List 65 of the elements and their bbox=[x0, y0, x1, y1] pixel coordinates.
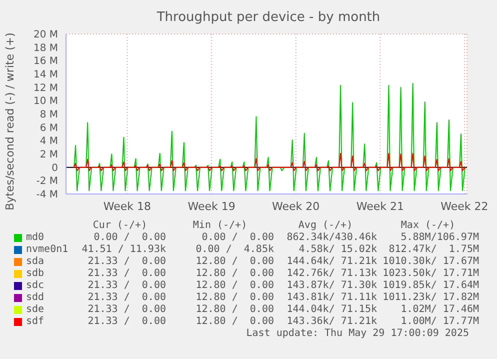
text: 12.80 / 0.00 bbox=[194, 268, 274, 280]
y-tick-label: 14 M bbox=[33, 70, 58, 81]
text: 12.80 / 0.00 bbox=[194, 292, 274, 304]
text: 1010.30k/ 17.67M bbox=[382, 256, 479, 268]
text: 142.76k/ 71.13k bbox=[286, 268, 377, 280]
text: 21.33 / 0.00 bbox=[86, 304, 166, 316]
text: Min (-/+) bbox=[192, 220, 248, 232]
legend-label: sdf bbox=[26, 316, 46, 328]
text: 21.33 / 0.00 bbox=[86, 316, 166, 328]
text: 21.33 / 0.00 bbox=[86, 280, 166, 292]
text: 812.47k/ 1.75M bbox=[388, 244, 479, 256]
text: 41.51 / 11.93k bbox=[80, 244, 166, 256]
legend-label: sdd bbox=[26, 292, 46, 304]
y-tick-label: 6 M bbox=[40, 122, 58, 134]
text: 144.04k/ 71.15k bbox=[286, 304, 377, 316]
y-tick-label: 2 M bbox=[40, 150, 58, 161]
text: 12.80 / 0.00 bbox=[194, 280, 274, 292]
legend-label: sdb bbox=[26, 268, 46, 280]
y-tick-label: 4 M bbox=[40, 136, 58, 148]
text: 5.88M/106.97M bbox=[400, 232, 479, 244]
legend-label: sde bbox=[26, 304, 46, 316]
y-tick-label: 12 M bbox=[33, 82, 58, 94]
legend-label: nvme0n1 bbox=[26, 244, 70, 256]
text: Max (-/+) bbox=[400, 220, 456, 232]
y-tick-label: 18 M bbox=[33, 42, 58, 54]
text: Last update: Thu May 29 17:00:09 2025 bbox=[245, 328, 470, 340]
text: 21.33 / 0.00 bbox=[86, 268, 166, 280]
y-tick-label: -2 M bbox=[36, 176, 58, 188]
y-tick-label: -4 M bbox=[36, 190, 58, 201]
chart-title: Throughput per device - by month bbox=[156, 9, 382, 27]
text: 4.58k/ 15.02k bbox=[298, 244, 377, 256]
text: 143.87k/ 71.30k bbox=[286, 280, 377, 292]
y-tick-label: 20 M bbox=[33, 30, 58, 41]
text: 21.33 / 0.00 bbox=[86, 256, 166, 268]
x-tick-label: Week 21 bbox=[356, 200, 404, 213]
text: 21.33 / 0.00 bbox=[86, 292, 166, 304]
text: 1.02M/ 17.46M bbox=[400, 304, 479, 316]
text: 0.00 / 0.00 bbox=[200, 232, 274, 244]
text: 1.00M/ 17.77M bbox=[400, 316, 479, 328]
text: 1023.50k/ 17.71M bbox=[382, 268, 479, 280]
text: 0.00 / 4.85k bbox=[194, 244, 274, 256]
x-tick-label: Week 19 bbox=[188, 200, 236, 213]
legend-label: md0 bbox=[26, 232, 46, 244]
text: 144.64k/ 71.21k bbox=[286, 256, 377, 268]
y-axis-title: Bytes/second read (-) / write (+) bbox=[4, 32, 16, 212]
y-tick-label: 8 M bbox=[40, 110, 58, 121]
text: 143.81k/ 71.11k bbox=[286, 292, 377, 304]
text: 12.80 / 0.00 bbox=[194, 256, 274, 268]
legend-label: sdc bbox=[26, 280, 46, 292]
x-tick-label: Week 22 bbox=[440, 200, 488, 213]
x-tick-label: Week 20 bbox=[272, 200, 320, 213]
text: 1011.23k/ 17.82M bbox=[382, 292, 479, 304]
x-tick-label: Week 18 bbox=[103, 200, 152, 213]
text: 12.80 / 0.00 bbox=[194, 304, 274, 316]
text: 1019.85k/ 17.64M bbox=[382, 280, 479, 292]
text: 12.80 / 0.00 bbox=[194, 316, 274, 328]
y-tick-label: 16 M bbox=[33, 56, 58, 68]
legend-label: sda bbox=[26, 256, 46, 268]
text: 862.34k/430.46k bbox=[286, 232, 377, 244]
y-tick-label: 0 bbox=[52, 162, 58, 174]
text: 0.00 / 0.00 bbox=[92, 232, 166, 244]
y-tick-label: 10 M bbox=[33, 96, 58, 108]
text: Cur (-/+) bbox=[92, 220, 148, 232]
text: 143.36k/ 71.21k bbox=[286, 316, 377, 328]
text: Avg (-/+) bbox=[297, 220, 354, 232]
